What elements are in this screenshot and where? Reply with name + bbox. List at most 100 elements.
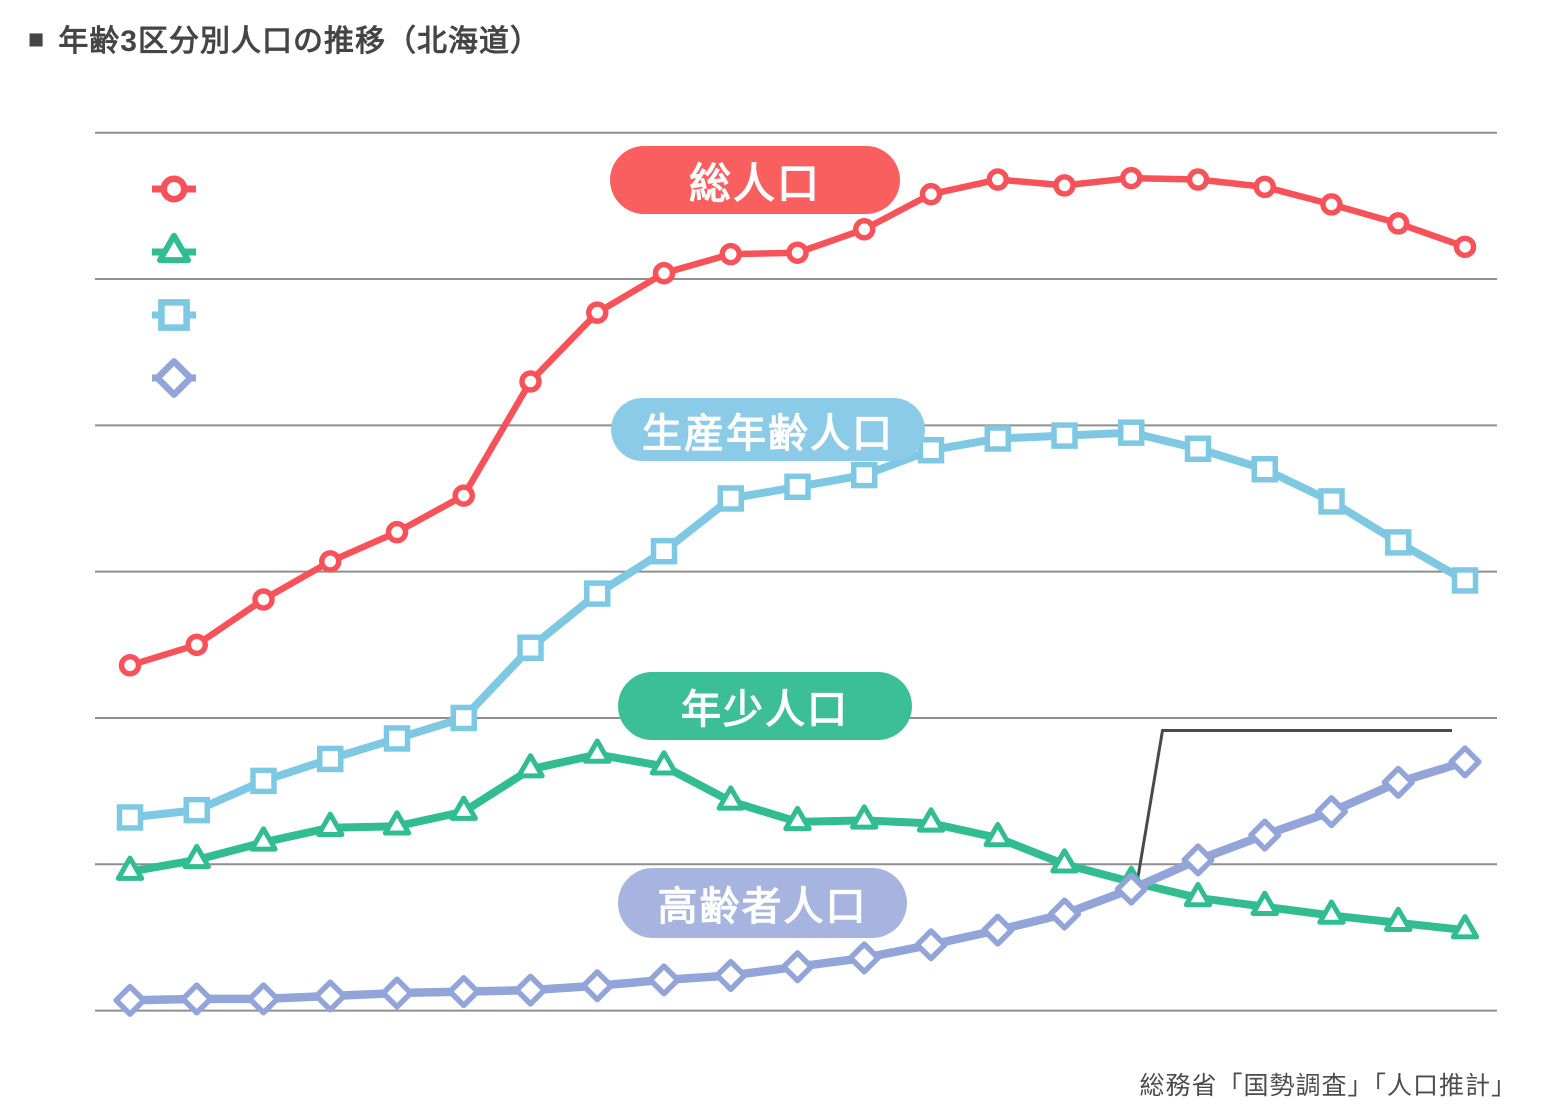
triangle-marker-icon [156,232,192,264]
square-marker-icon [917,436,945,464]
series-total [118,166,1477,677]
diamond-marker-icon [1114,872,1148,906]
triangle-marker-icon [449,795,478,821]
square-marker-icon [383,725,411,752]
diamond-marker-icon [513,973,548,1007]
diamond-marker-icon [647,963,681,997]
source-credit: 総務省「国勢調査」「人口推計」 [1139,1072,1517,1100]
square-marker-icon [317,745,344,773]
annotation-callout [1134,729,1452,890]
circle-marker-icon [652,261,676,285]
triangle-marker-icon [716,785,745,811]
square-marker-icon [183,796,210,824]
square-marker-icon [717,485,744,512]
series-working [116,419,1479,831]
circle-marker-icon [986,168,1009,191]
diamond-marker-icon [780,950,815,984]
diamond-marker-icon [981,913,1015,947]
square-marker-icon [450,704,477,732]
square-marker-icon [1451,567,1479,594]
triangle-marker-icon [249,826,278,852]
callout-leader-line [1134,729,1452,890]
diamond-marker-icon [313,979,347,1013]
triangle-marker-icon [983,821,1012,848]
square-marker-icon [517,634,544,661]
diamond-marker-icon [380,976,414,1010]
circle-marker-icon [1120,166,1143,190]
series-label-total: 総人口 [610,146,900,214]
square-marker-icon [158,299,190,331]
circle-marker-icon [160,175,188,203]
triangle-marker-icon [1050,848,1079,874]
title-text: 年齢3区分別人口の推移（北海道） [58,25,541,58]
diamond-marker-icon [154,358,194,398]
circle-marker-icon [1253,175,1276,199]
circle-marker-icon [586,301,609,324]
triangle-marker-icon [382,810,412,836]
square-marker-icon [1251,455,1278,483]
triangle-marker-icon [1250,890,1279,916]
triangle-marker-icon [182,843,211,870]
circle-marker-icon [319,550,342,573]
triangle-marker-icon [783,805,812,832]
diamond-marker-icon [1381,765,1415,799]
circle-marker-icon [252,588,275,611]
diamond-marker-icon [180,982,214,1016]
diamond-marker-icon [1314,795,1349,829]
triangle-marker-icon [850,804,879,830]
diamond-marker-icon [1047,897,1082,931]
diamond-marker-icon [714,958,748,993]
square-marker-icon [1118,419,1145,446]
circle-marker-icon [1186,168,1210,191]
circle-marker-icon [385,520,409,544]
square-marker-icon [584,580,611,607]
triangle-marker-icon [649,750,679,776]
title-bullet-icon: ■ [28,23,46,54]
circle-marker-icon [1387,212,1410,235]
diamond-marker-icon [1248,818,1282,852]
page-title: ■ 年齢3区分別人口の推移（北海道） [28,16,541,60]
circle-marker-icon [519,370,542,393]
square-marker-icon [116,804,144,831]
diamond-marker-icon [914,928,948,962]
square-marker-icon [250,767,277,795]
triangle-marker-icon [1317,899,1346,925]
circle-marker-icon [118,654,142,677]
circle-marker-icon [452,484,475,507]
triangle-marker-icon [115,855,145,881]
diamond-marker-icon [447,975,481,1009]
square-marker-icon [984,425,1011,452]
series-label-elderly: 高齢者人口 [618,868,907,938]
square-marker-icon [784,473,811,501]
triangle-marker-icon [516,753,545,779]
diamond-marker-icon [580,969,614,1003]
circle-marker-icon [786,241,809,264]
circle-marker-icon [1320,193,1343,216]
square-marker-icon [1385,529,1412,556]
square-marker-icon [851,461,878,489]
triangle-marker-icon [1183,881,1213,908]
series-elderly [113,745,1482,1017]
diamond-marker-icon [246,982,281,1016]
triangle-marker-icon [1384,906,1413,933]
square-marker-icon [1184,435,1212,463]
square-marker-icon [650,537,678,565]
triangle-marker-icon [316,811,345,837]
circle-marker-icon [1453,235,1477,259]
circle-marker-icon [919,182,943,206]
square-marker-icon [1051,422,1078,449]
diamond-marker-icon [847,941,881,975]
diamond-marker-icon [113,983,147,1017]
diamond-marker-icon [1181,843,1215,877]
triangle-marker-icon [916,807,946,833]
circle-marker-icon [853,218,876,241]
circle-marker-icon [719,242,742,266]
circle-marker-icon [185,633,208,657]
triangle-marker-icon [583,738,612,764]
square-marker-icon [1318,488,1345,515]
legend [152,175,196,398]
circle-marker-icon [1053,174,1076,197]
triangle-marker-icon [1450,914,1480,940]
